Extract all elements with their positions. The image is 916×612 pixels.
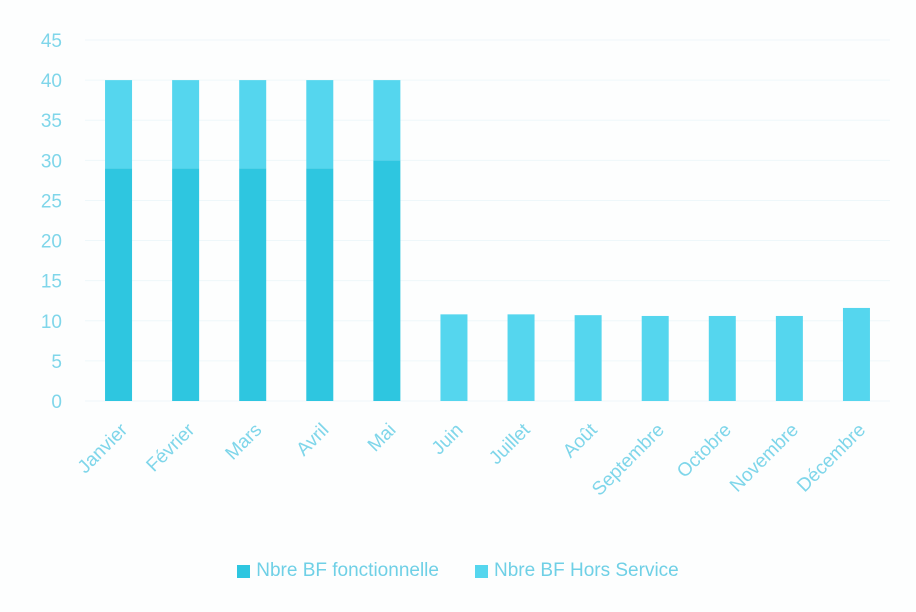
x-tick-label-10: Novembre: [726, 420, 803, 497]
bar-fonctionnelle-0: [105, 168, 133, 401]
x-tick-label-6: Juillet: [485, 419, 535, 469]
x-tick-label-9: Octobre: [673, 420, 736, 483]
x-tick-label-7: Août: [559, 419, 602, 462]
x-tick-label-11: Décembre: [793, 420, 870, 497]
y-tick-label-30: 30: [41, 151, 62, 172]
bar-hors-service-6: [507, 314, 535, 401]
bar-fonctionnelle-4: [373, 160, 401, 401]
y-tick-label-25: 25: [41, 191, 62, 212]
legend-swatch-hors-service: [474, 564, 488, 578]
x-tick-label-8: Septembre: [588, 420, 669, 501]
x-tick-label-1: Février: [143, 419, 200, 476]
y-tick-label-10: 10: [41, 312, 62, 333]
bar-hors-service-10: [775, 315, 803, 401]
bar-chart: 0 5 10 15 20 25 30 35 40 45 Janvier Février Mars Avri…: [41, 31, 890, 501]
x-tick-label-2: Mars: [222, 420, 267, 465]
legend-item-fonctionnelle: Nbre BF fonctionnelle: [237, 560, 439, 582]
x-tick-label-5: Juin: [428, 420, 467, 459]
y-tick-label-15: 15: [41, 272, 62, 293]
bar-fonctionnelle-2: [239, 168, 267, 401]
y-tick-label-45: 45: [41, 31, 62, 52]
y-tick-label-5: 5: [51, 352, 62, 373]
y-tick-label-20: 20: [41, 232, 62, 253]
legend-item-hors-service: Nbre BF Hors Service: [474, 560, 679, 582]
bar-hors-service-2: [239, 80, 267, 169]
bar-hors-service-4: [373, 80, 401, 161]
bar-hors-service-1: [172, 80, 200, 169]
legend-swatch-fonctionnelle: [237, 564, 251, 578]
bar-hors-service-0: [105, 80, 133, 169]
y-tick-label-40: 40: [41, 71, 62, 92]
bar-hors-service-5: [440, 314, 468, 401]
bar-fonctionnelle-1: [172, 168, 200, 401]
x-tick-label-4: Mai: [364, 420, 401, 457]
legend-label-fonctionnelle: Nbre BF fonctionnelle: [256, 560, 439, 581]
bar-hors-service-3: [306, 80, 334, 169]
legend: Nbre BF fonctionnelle Nbre BF Hors Servi…: [0, 560, 916, 582]
bar-hors-service-8: [641, 315, 669, 401]
bar-hors-service-11: [842, 307, 870, 401]
legend-label-hors-service: Nbre BF Hors Service: [493, 560, 679, 581]
bar-hors-service-9: [708, 315, 736, 401]
x-tick-label-0: Janvier: [74, 419, 133, 478]
bar-hors-service-7: [574, 315, 602, 401]
x-tick-label-3: Avril: [293, 420, 334, 461]
y-tick-label-35: 35: [41, 111, 62, 132]
bar-fonctionnelle-3: [306, 168, 334, 401]
y-tick-label-0: 0: [51, 392, 62, 413]
